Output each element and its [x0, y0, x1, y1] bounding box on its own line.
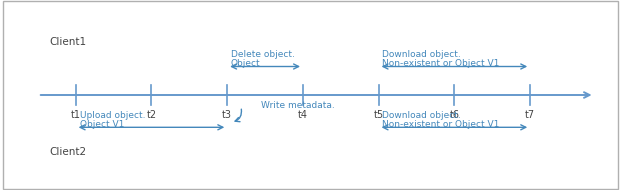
Text: t1: t1	[71, 110, 81, 120]
Text: Non-existent or Object V1: Non-existent or Object V1	[383, 59, 500, 68]
Text: t3: t3	[222, 110, 232, 120]
Text: Write metadata.: Write metadata.	[261, 101, 335, 110]
Text: Object V1: Object V1	[79, 120, 124, 129]
Text: Non-existent or Object V1: Non-existent or Object V1	[383, 120, 500, 129]
Text: t6: t6	[450, 110, 460, 120]
Text: Download object.: Download object.	[383, 111, 461, 120]
Text: t4: t4	[298, 110, 308, 120]
Text: t5: t5	[374, 110, 384, 120]
Text: Download object.: Download object.	[383, 50, 461, 59]
Text: Object: Object	[231, 59, 261, 68]
Text: t7: t7	[525, 110, 535, 120]
Text: t2: t2	[147, 110, 156, 120]
Text: Client2: Client2	[50, 147, 87, 157]
Text: Upload object.: Upload object.	[79, 111, 145, 120]
Text: Client1: Client1	[50, 37, 87, 47]
Text: Delete object.: Delete object.	[231, 50, 295, 59]
